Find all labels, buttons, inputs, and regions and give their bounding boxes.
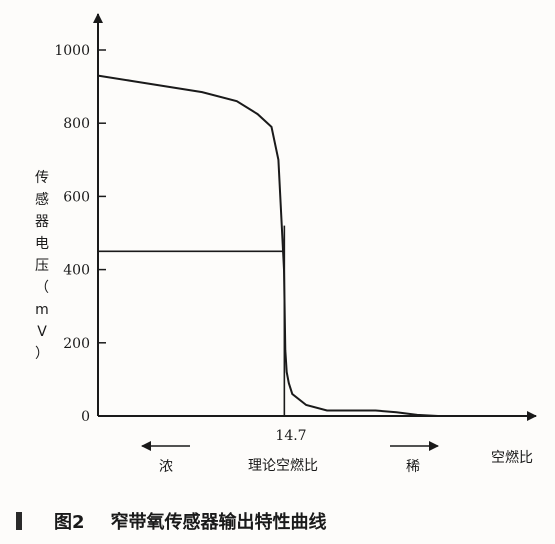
y-tick-label: 800 [63, 116, 90, 132]
y-tick-label: 200 [63, 336, 90, 352]
y-axis-label: 传感器电压（ m V） [35, 170, 49, 362]
lean-label: 稀 [406, 459, 420, 475]
figure-number: 图2 [54, 512, 85, 533]
rich-label: 浓 [159, 459, 173, 475]
y-tick-label: 1000 [54, 43, 90, 59]
chart: 0 200 400 600 800 1000 传感器电压（ m V） 14.7 理论空燃比 浓… [35, 13, 537, 475]
caption-text: 窄带氧传感器输出特性曲线 [110, 512, 327, 533]
x-tick-sublabel: 理论空燃比 [248, 457, 318, 474]
y-tick-label: 0 [81, 409, 90, 425]
caption-marker [16, 512, 22, 530]
y-tick-label: 600 [63, 189, 90, 205]
y-tick-label: 400 [63, 263, 90, 279]
figure-caption: 图2 窄带氧传感器输出特性曲线 [16, 508, 327, 534]
x-axis-label: 空燃比 [491, 449, 533, 466]
sensor-voltage-curve [97, 74, 439, 417]
x-tick-label-14-7: 14.7 [275, 428, 306, 444]
